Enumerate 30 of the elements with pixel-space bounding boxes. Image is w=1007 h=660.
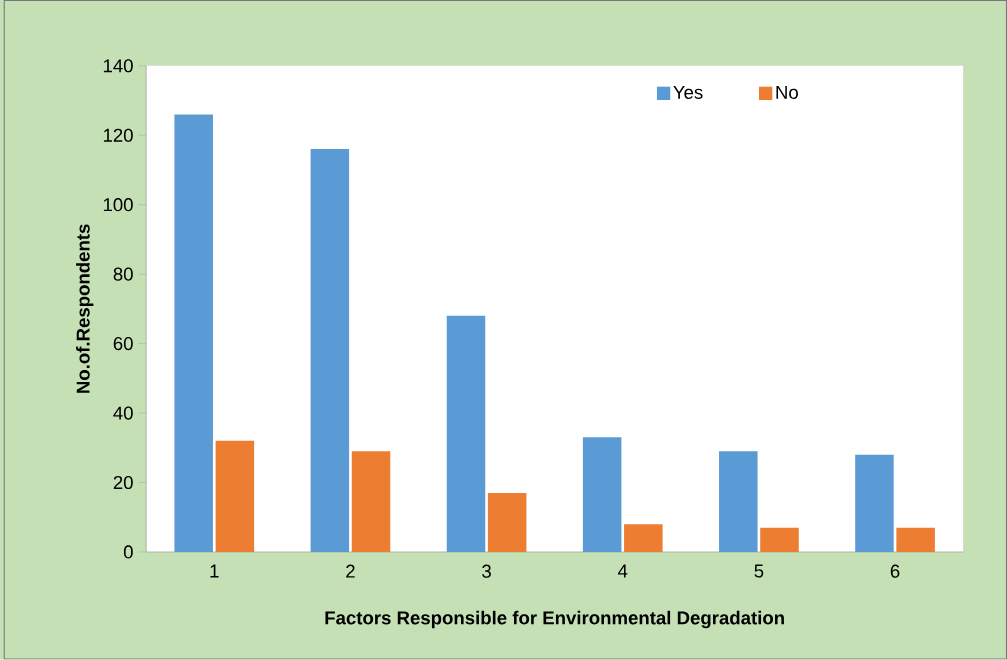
x-tick-label: 1 xyxy=(210,564,219,578)
bar xyxy=(174,114,213,553)
y-tick-label: 20 xyxy=(113,476,133,490)
y-tick-label: 140 xyxy=(103,59,133,73)
x-axis-title: Factors Responsible for Environmental Degradation xyxy=(325,611,784,629)
bar xyxy=(582,437,622,553)
y-tick-label: 120 xyxy=(103,128,133,143)
x-tick-label: 3 xyxy=(482,564,491,578)
x-tick-label: 4 xyxy=(617,564,628,578)
y-tick-label: 80 xyxy=(113,267,133,281)
bar xyxy=(855,454,894,553)
legend-label: Yes xyxy=(673,86,703,100)
bar xyxy=(760,527,799,553)
y-tick-label: 40 xyxy=(113,406,133,420)
bar xyxy=(487,493,527,553)
x-tick-label: 2 xyxy=(346,564,355,578)
x-tick-label: 6 xyxy=(890,564,900,578)
bar xyxy=(310,149,350,553)
bar xyxy=(719,451,758,553)
bar xyxy=(624,524,663,553)
x-tick-label: 5 xyxy=(754,564,764,578)
y-tick-label: 100 xyxy=(103,198,133,212)
y-axis-title: No.of.Respondents xyxy=(76,224,94,394)
bar xyxy=(215,441,255,553)
y-tick-label: 60 xyxy=(113,337,133,351)
y-tick-label: 0 xyxy=(123,545,133,559)
legend-label: No xyxy=(776,86,798,100)
bar xyxy=(351,451,391,553)
bar xyxy=(446,316,486,553)
bar xyxy=(896,527,935,553)
